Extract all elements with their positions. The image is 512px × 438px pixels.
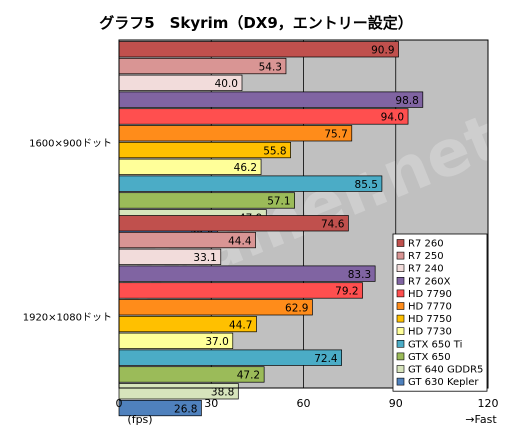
legend-swatch xyxy=(396,251,405,260)
y-axis-category-label: 1920×1080ドット xyxy=(23,312,112,323)
bar-1-5 xyxy=(118,108,409,125)
bar-2-5 xyxy=(118,282,363,299)
data-label: 98.8 xyxy=(395,95,418,107)
legend-label: GT 640 GDDR5 xyxy=(408,365,483,376)
legend-label: GTX 650 xyxy=(408,352,451,363)
bar-2-12 xyxy=(118,399,202,417)
data-label: 37.0 xyxy=(205,336,228,348)
legend-swatch xyxy=(396,377,405,386)
legend-label: HD 7730 xyxy=(408,327,452,338)
legend-swatch xyxy=(396,264,405,273)
data-label: 74.6 xyxy=(321,219,345,231)
legend-label: R7 260X xyxy=(408,276,451,287)
legend-swatch xyxy=(396,239,405,247)
data-label: 47.2 xyxy=(237,370,260,382)
data-label: 38.8 xyxy=(211,387,234,399)
data-label: 40.0 xyxy=(215,78,238,90)
x-axis-title: (fps) xyxy=(127,413,152,426)
data-label: 83.3 xyxy=(348,269,371,281)
fast-arrow-label: →Fast xyxy=(465,413,497,426)
legend-label: R7 250 xyxy=(408,251,444,262)
data-label: 55.8 xyxy=(263,145,286,157)
legend-label: HD 7770 xyxy=(408,302,452,313)
bar-1-1 xyxy=(118,41,399,58)
legend-label: HD 7790 xyxy=(408,289,452,300)
data-label: 85.5 xyxy=(355,179,378,191)
x-tick-label: 120 xyxy=(478,397,499,410)
data-label: 54.3 xyxy=(259,61,282,73)
plot-area: 4Gamer.net90.954.340.098.894.075.755.846… xyxy=(23,39,510,417)
x-tick-label: 90 xyxy=(389,397,403,410)
data-label: 75.7 xyxy=(324,129,347,141)
legend-box xyxy=(392,233,488,392)
plot-border xyxy=(118,39,489,389)
data-label: 44.4 xyxy=(228,235,252,247)
bar-1-4 xyxy=(118,91,424,108)
bar-2-1 xyxy=(118,215,349,232)
bar-1-6 xyxy=(118,125,353,142)
legend-label: HD 7750 xyxy=(408,314,452,325)
chart-title: グラフ5 Skyrim（DX9，エントリー設定） xyxy=(99,14,413,32)
data-label: 46.2 xyxy=(234,162,257,174)
bar-2-11 xyxy=(118,383,239,400)
legend-swatch xyxy=(396,302,405,310)
legend-swatch xyxy=(396,339,405,348)
legend-swatch xyxy=(396,289,405,298)
legend-label: R7 240 xyxy=(408,264,444,275)
legend-label: GT 630 Kepler xyxy=(408,377,479,388)
legend-label: GTX 650 Ti xyxy=(408,339,462,350)
data-label: 44.7 xyxy=(229,319,252,331)
x-tick-label: 60 xyxy=(297,397,311,410)
legend-swatch xyxy=(396,327,405,336)
x-tick-label: 0 xyxy=(116,397,123,410)
legend-label: R7 260 xyxy=(408,239,444,250)
bar-1-9 xyxy=(118,175,383,192)
data-label: 57.1 xyxy=(267,196,290,208)
data-label: 79.2 xyxy=(335,286,358,298)
bar-2-9 xyxy=(118,349,342,366)
legend-swatch xyxy=(396,352,405,361)
legend-swatch xyxy=(396,365,405,373)
bar-2-4 xyxy=(118,265,376,282)
data-label: 62.9 xyxy=(285,303,308,315)
bar-2-6 xyxy=(118,299,313,316)
data-label: 94.0 xyxy=(381,112,404,124)
data-label: 72.4 xyxy=(314,353,338,365)
x-tick-label: 30 xyxy=(204,397,218,410)
y-axis-category-label: 1600×900ドット xyxy=(29,138,112,149)
data-label: 33.1 xyxy=(193,252,216,264)
data-label: 26.8 xyxy=(174,403,197,415)
data-label: 90.9 xyxy=(371,45,394,57)
legend-swatch xyxy=(396,276,405,285)
legend-swatch xyxy=(396,314,405,323)
